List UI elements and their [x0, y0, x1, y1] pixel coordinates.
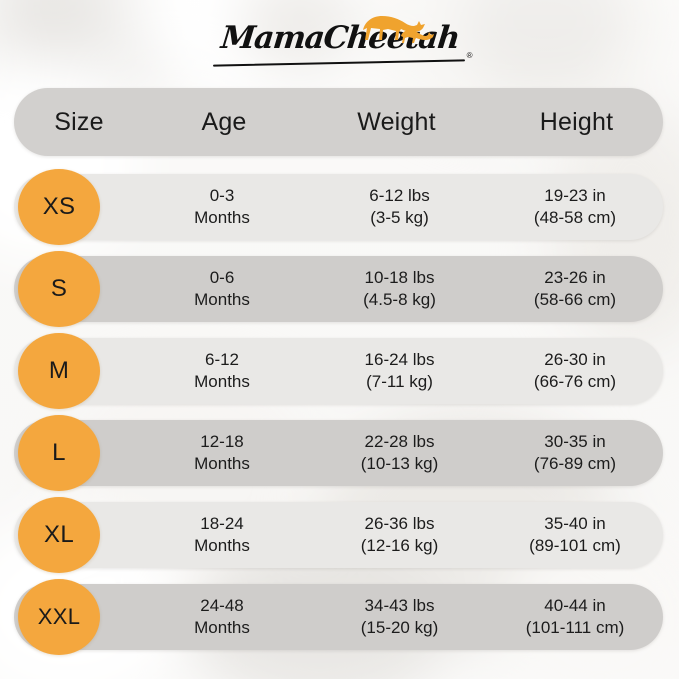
- table-row: XXL 24-48 Months 34-43 lbs (15-20 kg) 40…: [14, 579, 663, 655]
- weight-lbs: 26-36 lbs: [364, 514, 435, 533]
- table-row: XL 18-24 Months 26-36 lbs (12-16 kg) 35-…: [14, 497, 663, 573]
- height-in: 26-30 in: [544, 350, 606, 369]
- age-unit: Months: [194, 454, 250, 473]
- age-range: 6-12: [204, 350, 240, 369]
- age-range: 0-3: [209, 186, 235, 205]
- column-header-age: Age: [201, 108, 247, 136]
- logo-underline-flourish: [212, 59, 465, 67]
- age-range: 12-18: [200, 432, 244, 451]
- size-badge-s: S: [18, 251, 100, 327]
- height-in: 40-44 in: [544, 596, 606, 615]
- cell-height: 19-23 in (48-58 cm): [487, 185, 663, 229]
- cell-height: 40-44 in (101-111 cm): [487, 595, 663, 639]
- weight-kg: (3-5 kg): [370, 208, 429, 227]
- weight-lbs: 22-28 lbs: [364, 432, 435, 451]
- size-badge-xs: XS: [18, 169, 100, 245]
- cell-weight: 34-43 lbs (15-20 kg): [312, 595, 487, 639]
- height-cm: (76-89 cm): [533, 454, 617, 473]
- age-range: 0-6: [209, 268, 235, 287]
- cell-age: 12-18 Months: [132, 431, 312, 475]
- brand-logo: MamaCheetah ®: [0, 8, 679, 80]
- cell-weight: 16-24 lbs (7-11 kg): [312, 349, 487, 393]
- height-in: 23-26 in: [544, 268, 606, 287]
- cell-age: 6-12 Months: [132, 349, 312, 393]
- height-cm: (58-66 cm): [533, 290, 617, 309]
- age-unit: Months: [194, 536, 250, 555]
- height-cm: (48-58 cm): [533, 208, 617, 227]
- weight-kg: (12-16 kg): [360, 536, 439, 555]
- weight-kg: (10-13 kg): [360, 454, 439, 473]
- weight-kg: (15-20 kg): [360, 618, 439, 637]
- height-in: 35-40 in: [544, 514, 606, 533]
- cell-age: 0-3 Months: [132, 185, 312, 229]
- cell-height: 26-30 in (66-76 cm): [487, 349, 663, 393]
- size-badge-xl: XL: [18, 497, 100, 573]
- table-row: M 6-12 Months 16-24 lbs (7-11 kg) 26-30 …: [14, 333, 663, 409]
- cheetah-icon: [362, 16, 434, 43]
- weight-lbs: 10-18 lbs: [364, 268, 435, 287]
- registered-trademark-symbol: ®: [466, 51, 473, 60]
- cell-weight: 6-12 lbs (3-5 kg): [312, 185, 487, 229]
- age-unit: Months: [194, 208, 250, 227]
- cell-height: 35-40 in (89-101 cm): [487, 513, 663, 557]
- cell-age: 18-24 Months: [132, 513, 312, 557]
- weight-lbs: 16-24 lbs: [364, 350, 435, 369]
- table-row: L 12-18 Months 22-28 lbs (10-13 kg) 30-3…: [14, 415, 663, 491]
- cell-height: 30-35 in (76-89 cm): [487, 431, 663, 475]
- weight-kg: (4.5-8 kg): [363, 290, 436, 309]
- size-badge-xxl: XXL: [18, 579, 100, 655]
- height-in: 30-35 in: [544, 432, 606, 451]
- height-cm: (89-101 cm): [529, 536, 621, 555]
- cell-weight: 22-28 lbs (10-13 kg): [312, 431, 487, 475]
- size-badge-m: M: [18, 333, 100, 409]
- column-header-size: Size: [54, 108, 104, 136]
- cell-weight: 26-36 lbs (12-16 kg): [312, 513, 487, 557]
- weight-kg: (7-11 kg): [366, 372, 433, 391]
- age-range: 18-24: [200, 514, 244, 533]
- size-badge-l: L: [18, 415, 100, 491]
- cell-weight: 10-18 lbs (4.5-8 kg): [312, 267, 487, 311]
- table-header-row: Size Age Weight Height: [14, 88, 663, 156]
- height-cm: (66-76 cm): [533, 372, 617, 391]
- age-unit: Months: [194, 618, 250, 637]
- cell-height: 23-26 in (58-66 cm): [487, 267, 663, 311]
- height-in: 19-23 in: [544, 186, 606, 205]
- table-row: S 0-6 Months 10-18 lbs (4.5-8 kg) 23-26 …: [14, 251, 663, 327]
- weight-lbs: 6-12 lbs: [369, 186, 430, 205]
- cell-age: 0-6 Months: [132, 267, 312, 311]
- age-unit: Months: [194, 290, 250, 309]
- size-table: Size Age Weight Height XS 0-3 Months 6-1…: [14, 88, 663, 666]
- age-unit: Months: [194, 372, 250, 391]
- cell-age: 24-48 Months: [132, 595, 312, 639]
- table-row: XS 0-3 Months 6-12 lbs (3-5 kg) 19-23 in…: [14, 169, 663, 245]
- column-header-height: Height: [539, 108, 614, 136]
- height-cm: (101-111 cm): [525, 618, 625, 637]
- age-range: 24-48: [200, 596, 244, 615]
- column-header-weight: Weight: [357, 108, 436, 136]
- weight-lbs: 34-43 lbs: [364, 596, 435, 615]
